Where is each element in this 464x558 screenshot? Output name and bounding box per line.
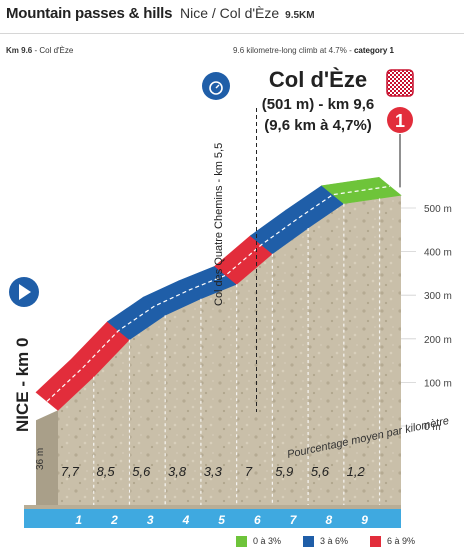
- category-number: 1: [395, 111, 405, 131]
- start-altitude: 36 m: [35, 448, 46, 470]
- gradient-ribbon: [35, 177, 402, 411]
- gradient-label: 1,2: [347, 464, 366, 479]
- stage-name: Nice / Col d'Èze 9.5KM: [180, 5, 315, 21]
- gradient-label: 7: [245, 464, 253, 479]
- stage-route: Nice / Col d'Èze: [180, 5, 280, 21]
- summit-name: Col d'Èze: [269, 67, 367, 92]
- gradient-label: 5,6: [311, 464, 330, 479]
- stopwatch-circle-icon: [202, 72, 230, 100]
- category-badge-icon: [387, 107, 413, 133]
- base-edge: [24, 505, 401, 509]
- legend-swatch-red: [370, 536, 381, 547]
- summit-altitude: (501 m) - km 9,6: [262, 96, 375, 113]
- climb-category: category 1: [353, 46, 394, 55]
- terrain-side: [36, 410, 58, 515]
- distance-tick-labels: 1 2 3 4 5 6 7 8 9: [75, 513, 368, 527]
- altitude-tick-labels: 0 m 100 m 200 m 300 m 400 m 500 m: [424, 204, 452, 433]
- x-tick-label: 7: [290, 513, 298, 527]
- legend-swatch-green: [236, 536, 247, 547]
- gradient-label: 5,9: [275, 464, 293, 479]
- stage-distance: 9.5KM: [285, 10, 315, 21]
- terrain-area: [36, 195, 401, 515]
- x-tick-label: 1: [75, 513, 82, 527]
- x-tick-label: 6: [254, 513, 261, 527]
- climb-length: 9.6 kilometre-long climb at 4.7% -: [233, 46, 354, 55]
- climb-place: - Col d'Èze: [32, 46, 74, 55]
- page-title: Mountain passes & hills: [6, 5, 173, 22]
- climb-km: Km 9.6: [6, 46, 33, 55]
- climb-summary: 9.6 kilometre-long climb at 4.7% - categ…: [233, 46, 394, 55]
- y-tick-label: 0 m: [424, 422, 441, 433]
- x-tick-label: 5: [218, 513, 225, 527]
- ribbon-centerline: [46, 185, 391, 402]
- x-tick-label: 4: [182, 513, 190, 527]
- play-arrow-icon: [19, 284, 31, 300]
- y-tick-label: 300 m: [424, 291, 452, 302]
- start-name: NICE - km 0: [13, 338, 32, 432]
- elevation-profile-chart: 1 2 3 4 5 6 7 8 9 0 m 100 m 200 m 300 m 400 m 500 m 7…: [9, 67, 452, 528]
- x-tick-label: 2: [110, 513, 118, 527]
- y-tick-label: 500 m: [424, 204, 452, 215]
- x-tick-label: 8: [325, 513, 332, 527]
- y-tick-label: 400 m: [424, 248, 452, 259]
- km-divider-lines: [93, 198, 381, 505]
- intermediate-name: Col des Quatre Chemins - km 5,5: [213, 143, 225, 306]
- legend-label-green: 0 à 3%: [253, 536, 282, 546]
- gradient-label: 3,3: [204, 464, 223, 479]
- gradient-labels: 7,7 8,5 5,6 3,8 3,3 7 5,9 5,6 1,2: [61, 464, 366, 479]
- climb-location: Km 9.6 - Col d'Èze: [6, 46, 73, 55]
- chart-header: Mountain passes & hills Nice / Col d'Èze…: [0, 0, 464, 62]
- x-tick-label: 9: [361, 513, 368, 527]
- header-divider: [0, 33, 464, 34]
- stopwatch-hand: [215, 84, 220, 89]
- gradient-label: 5,6: [132, 464, 151, 479]
- stopwatch-icon: [209, 81, 223, 95]
- distance-axis-band: [24, 505, 401, 528]
- gradient-label: 7,7: [61, 464, 80, 479]
- base-band: [24, 509, 401, 528]
- gradient-label: 8,5: [97, 464, 116, 479]
- finish-flag-icon: [386, 69, 414, 97]
- y-tick-label: 100 m: [424, 378, 452, 389]
- legend-swatch-blue: [303, 536, 314, 547]
- gradient-label: 3,8: [168, 464, 187, 479]
- summit-climb-info: (9,6 km à 4,7%): [264, 117, 372, 134]
- terrain-face: [58, 195, 401, 505]
- legend-label-blue: 3 à 6%: [320, 536, 349, 546]
- x-tick-label: 3: [147, 513, 154, 527]
- y-tick-label: 200 m: [424, 335, 452, 346]
- legend-label-red: 6 à 9%: [387, 536, 416, 546]
